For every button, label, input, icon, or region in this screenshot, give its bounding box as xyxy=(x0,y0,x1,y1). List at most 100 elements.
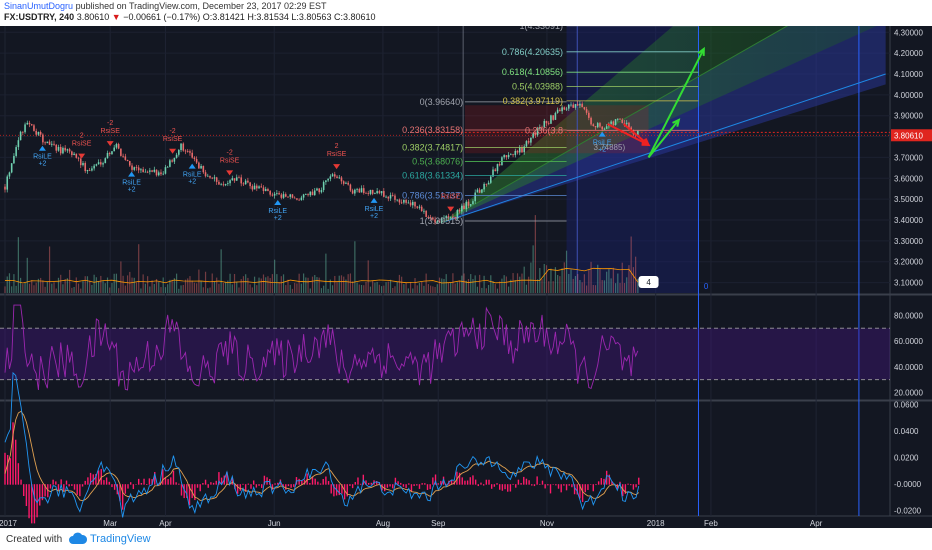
volume-bar xyxy=(238,287,240,293)
candle-body xyxy=(178,150,180,155)
candle-body xyxy=(164,167,167,174)
macd-histogram-bar xyxy=(421,483,423,485)
volume-bar xyxy=(158,282,160,293)
macd-histogram-bar xyxy=(552,484,554,485)
macd-histogram-bar xyxy=(186,484,188,498)
candle-body xyxy=(82,163,84,166)
volume-bar xyxy=(260,278,262,293)
macd-histogram-bar xyxy=(138,478,140,485)
up-projection-arrow-head xyxy=(672,118,681,127)
candle-body xyxy=(365,192,367,194)
candle-body xyxy=(108,152,111,155)
volume-bar xyxy=(380,286,383,293)
candle-body xyxy=(93,165,95,169)
candle-body xyxy=(387,196,390,199)
macd-histogram-bar xyxy=(89,472,92,485)
candle-body xyxy=(4,186,6,190)
signal-label: RsiLE xyxy=(122,180,141,187)
candle-body xyxy=(26,122,29,125)
macd-histogram-bar xyxy=(119,484,121,502)
volume-bar xyxy=(483,275,485,293)
price-tick-label: 3.90000 xyxy=(894,112,923,121)
macd-histogram-bar xyxy=(151,479,153,485)
fib-retracement-label: 0.5(3.68076) xyxy=(412,156,463,166)
volume-bar xyxy=(438,277,441,293)
last-price-tag-label: 3.80610 xyxy=(894,131,923,140)
candle-body xyxy=(409,202,412,206)
volume-bar xyxy=(289,284,291,293)
macd-histogram-bar xyxy=(541,480,544,485)
buy-signal-arrow-icon xyxy=(274,199,282,205)
tradingview-brand-link[interactable]: TradingView xyxy=(90,533,151,545)
candle-body xyxy=(447,216,450,218)
macd-histogram-bar xyxy=(9,458,12,485)
macd-histogram-bar xyxy=(81,484,84,487)
candle-body xyxy=(545,120,548,124)
volume-bar xyxy=(614,283,617,293)
volume-bar xyxy=(626,277,628,293)
candle-body xyxy=(142,169,144,173)
candle-body xyxy=(66,149,69,151)
volume-bar xyxy=(516,273,519,293)
macd-histogram-bar xyxy=(285,484,287,490)
volume-bar xyxy=(345,279,347,293)
macd-histogram-bar xyxy=(515,484,517,488)
macd-histogram-bar xyxy=(466,480,469,485)
macd-histogram-bar xyxy=(474,479,477,485)
candle-body xyxy=(487,182,490,185)
volume-bar xyxy=(251,287,253,293)
candle-body xyxy=(206,175,209,177)
macd-histogram-bar xyxy=(33,484,36,524)
volume-bar xyxy=(383,285,385,293)
macd-histogram-bar xyxy=(97,470,100,485)
volume-bar xyxy=(267,276,269,293)
macd-histogram-bar xyxy=(341,484,343,494)
macd-histogram-bar xyxy=(239,484,242,491)
signal-quantity: +2 xyxy=(38,161,46,168)
candle-body xyxy=(362,188,365,193)
volume-bar xyxy=(325,253,327,293)
candle-body xyxy=(102,163,104,165)
macd-histogram-bar xyxy=(172,470,175,485)
volume-bar xyxy=(64,279,66,293)
candle-body xyxy=(77,157,80,159)
price-candles xyxy=(4,100,639,225)
macd-histogram-bar xyxy=(584,484,586,493)
rsi-tick-label: 80.0000 xyxy=(894,311,923,320)
macd-histogram-bar xyxy=(306,473,308,485)
candle-body xyxy=(300,197,303,201)
candle-body xyxy=(327,178,329,181)
volume-bar xyxy=(240,279,242,293)
candle-body xyxy=(414,201,416,207)
signal-label: RsiSE xyxy=(441,194,461,201)
volume-bar xyxy=(26,257,28,293)
macd-histogram-bar xyxy=(402,484,405,487)
macd-histogram-bar xyxy=(244,484,247,492)
macd-histogram-bar xyxy=(271,484,274,490)
macd-histogram-bar xyxy=(140,482,143,485)
macd-histogram-bar xyxy=(408,483,410,485)
candle-body xyxy=(131,165,133,170)
candle-body xyxy=(171,160,173,162)
volume-bar xyxy=(619,282,621,293)
volume-bar xyxy=(211,273,213,293)
fib-retracement-label: 0.236(3.83158) xyxy=(402,125,463,135)
macd-histogram-bar xyxy=(539,483,541,485)
author-link[interactable]: SinanUmutDogru xyxy=(4,1,74,11)
macd-histogram-bar xyxy=(432,477,434,485)
candle-body xyxy=(17,140,20,148)
volume-bar xyxy=(441,278,443,293)
candle-body xyxy=(601,126,604,130)
macd-histogram-bar xyxy=(632,484,635,490)
volume-badge xyxy=(638,276,659,288)
volume-bar xyxy=(305,277,307,293)
macd-tick-label: 0.0600 xyxy=(894,401,919,410)
candle-body xyxy=(55,144,58,151)
signal-quantity: +2 xyxy=(128,187,136,194)
volume-bar xyxy=(253,276,256,293)
candle-body xyxy=(135,167,138,169)
candle-body xyxy=(276,193,278,194)
candle-body xyxy=(579,103,581,106)
macd-histogram-bar xyxy=(194,484,196,501)
